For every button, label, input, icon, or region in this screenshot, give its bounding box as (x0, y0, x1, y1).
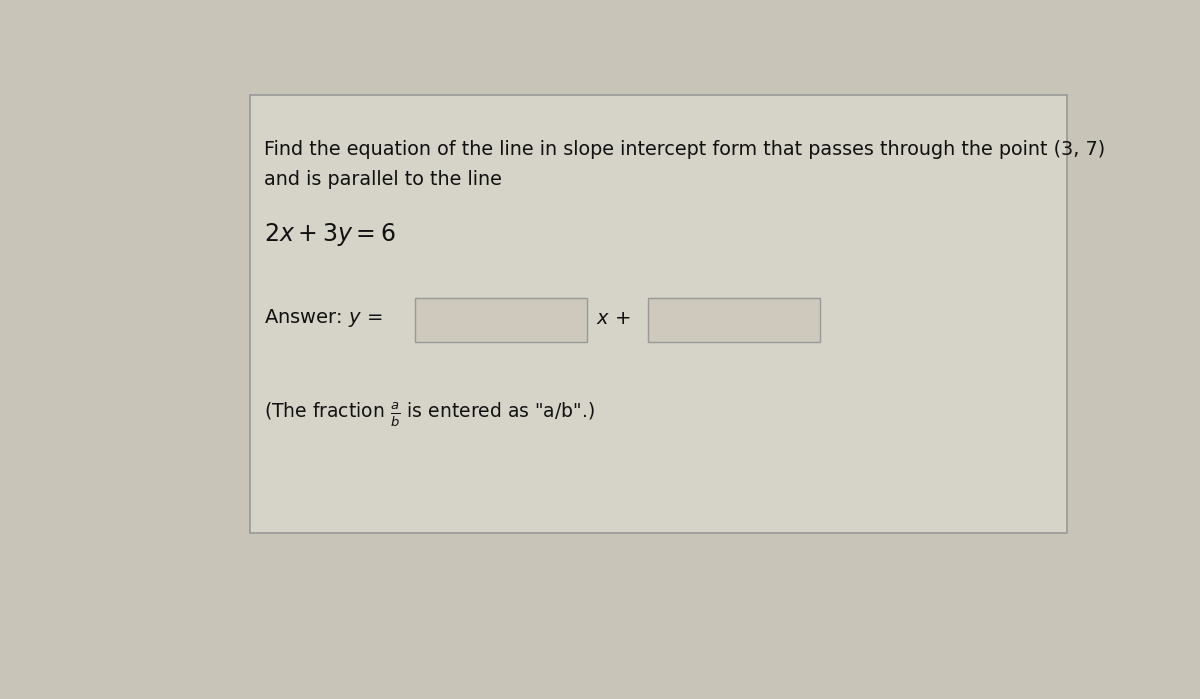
Text: $2x + 3y = 6$: $2x + 3y = 6$ (264, 221, 396, 248)
Text: Answer: $y$ =: Answer: $y$ = (264, 307, 383, 329)
Text: $x$ +: $x$ + (596, 308, 631, 328)
FancyBboxPatch shape (415, 298, 587, 343)
Text: and is parallel to the line: and is parallel to the line (264, 170, 503, 189)
FancyBboxPatch shape (648, 298, 820, 343)
Text: Find the equation of the line in slope intercept form that passes through the po: Find the equation of the line in slope i… (264, 140, 1105, 159)
Text: (The fraction $\frac{a}{b}$ is entered as "a/b".): (The fraction $\frac{a}{b}$ is entered a… (264, 401, 595, 429)
FancyBboxPatch shape (251, 94, 1067, 533)
